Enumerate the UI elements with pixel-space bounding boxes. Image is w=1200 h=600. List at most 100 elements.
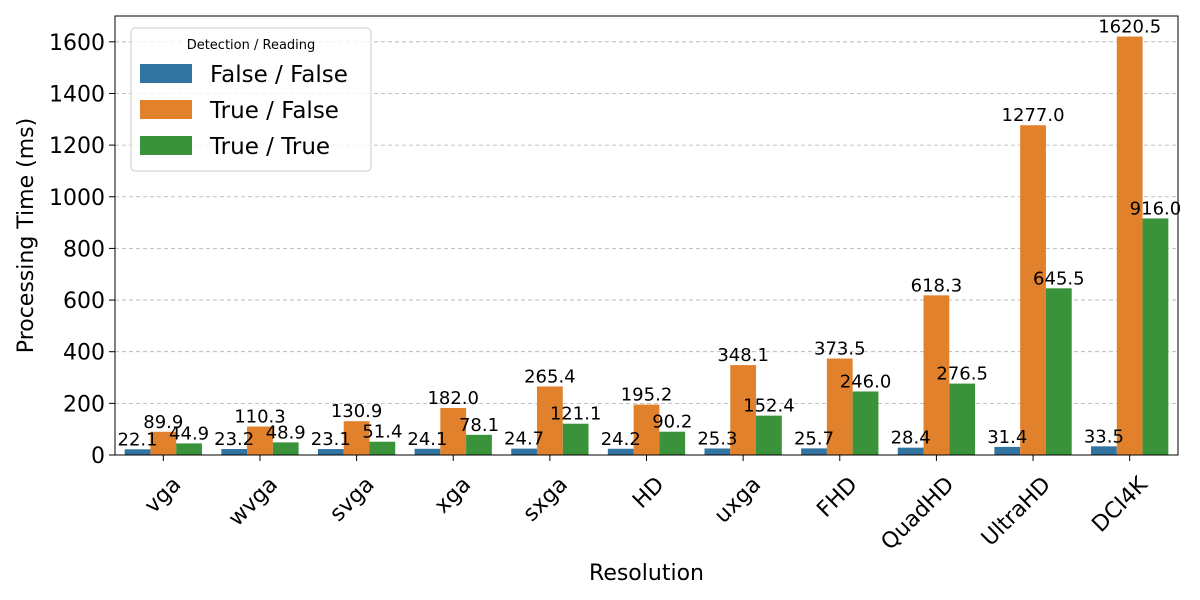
- bar-false-false-hd: [607, 448, 634, 455]
- legend-swatch: [140, 64, 192, 83]
- bar-true-false-dci4k: [1116, 36, 1143, 456]
- bar-true-false-vga: [150, 431, 177, 455]
- plot-frame: [114, 15, 1179, 456]
- data-label: 130.9: [331, 401, 383, 422]
- data-label: 51.4: [362, 422, 402, 443]
- legend-swatch: [140, 136, 192, 155]
- data-label: 28.4: [891, 428, 931, 449]
- x-tick-label: svga: [325, 472, 379, 526]
- x-tick-label: UltraHD: [977, 472, 1056, 551]
- bar-true-false-hd: [633, 404, 660, 455]
- x-axis-title: Resolution: [589, 561, 704, 586]
- bar-false-false-fhd: [801, 448, 827, 455]
- bar-true-true-xga: [466, 434, 492, 455]
- bar-false-false-ultrahd: [994, 446, 1021, 455]
- bar-true-false-sxga: [536, 386, 563, 455]
- x-tick-label: uxga: [710, 472, 766, 528]
- x-tick-label: FHD: [812, 472, 862, 522]
- data-label: 33.5: [1084, 426, 1124, 447]
- x-tick-label: DCI4K: [1087, 472, 1153, 538]
- legend-swatch: [140, 100, 192, 119]
- data-label: 276.5: [936, 364, 988, 385]
- data-label: 31.4: [987, 427, 1027, 448]
- bar-false-false-sxga: [511, 448, 537, 455]
- bar-true-false-xga: [440, 408, 467, 455]
- data-label: 916.0: [1130, 198, 1182, 219]
- y-tick-label: 1400: [49, 82, 105, 107]
- bar-false-false-uxga: [704, 448, 731, 455]
- bar-true-true-vga: [176, 443, 202, 455]
- data-label: 348.1: [717, 345, 769, 366]
- x-tick-label: vga: [140, 472, 186, 518]
- bar-true-false-svga: [343, 421, 370, 455]
- x-tick-label: sxga: [518, 472, 572, 526]
- data-label: 618.3: [911, 275, 963, 296]
- bar-false-false-wvga: [221, 449, 248, 455]
- data-label: 265.4: [524, 366, 576, 387]
- data-label: 1277.0: [1002, 105, 1065, 126]
- bar-false-false-svga: [317, 449, 344, 455]
- bars: [124, 36, 1169, 456]
- data-label: 23.2: [214, 429, 254, 450]
- x-tick-label: wvga: [224, 472, 283, 531]
- bar-false-false-dci4k: [1091, 446, 1117, 455]
- data-label: 1620.5: [1098, 17, 1161, 38]
- bar-true-false-quadhd: [923, 295, 950, 455]
- data-label: 24.2: [601, 429, 641, 450]
- y-tick-label: 400: [63, 341, 105, 366]
- bar-true-true-uxga: [756, 415, 782, 455]
- y-tick-label: 600: [63, 289, 105, 314]
- data-label: 23.1: [311, 429, 351, 450]
- bar-false-false-vga: [124, 449, 151, 455]
- data-label: 24.1: [407, 429, 447, 450]
- y-tick-label: 200: [63, 392, 105, 417]
- bar-true-true-quadhd: [949, 383, 976, 455]
- bar-true-true-fhd: [852, 391, 879, 455]
- bar-true-true-dci4k: [1142, 218, 1169, 455]
- y-axis: 0 200 400 600 800 1000 1200 1400 1600: [49, 31, 115, 469]
- bar-true-false-uxga: [730, 365, 757, 455]
- bar-true-true-hd: [659, 431, 686, 455]
- data-label: 645.5: [1033, 268, 1085, 289]
- data-label: 110.3: [234, 407, 286, 428]
- data-labels: 22.1 23.2 23.1 24.1 24.7 24.2 25.3 25.7 28.4 31.4…: [118, 17, 1182, 451]
- x-tick-label: xga: [430, 472, 476, 518]
- data-label: 44.9: [169, 423, 209, 444]
- data-label: 246.0: [840, 371, 892, 392]
- y-tick-label: 1600: [49, 31, 105, 56]
- data-label: 22.1: [118, 429, 158, 450]
- data-label: 152.4: [743, 396, 795, 417]
- bar-false-false-quadhd: [897, 447, 924, 455]
- legend-title: Detection / Reading: [187, 38, 316, 53]
- y-tick-label: 0: [91, 444, 105, 469]
- data-label: 195.2: [621, 385, 673, 406]
- data-label: 373.5: [814, 339, 866, 360]
- y-axis-title: Processing Time (ms): [14, 118, 39, 353]
- data-label: 121.1: [550, 404, 602, 425]
- legend-items: False / False True / False True / True: [140, 62, 348, 160]
- bar-true-true-ultrahd: [1045, 288, 1072, 455]
- bar-false-false-xga: [414, 448, 441, 455]
- data-label: 25.7: [794, 428, 834, 449]
- bar-true-true-wvga: [272, 442, 299, 455]
- data-label: 182.0: [427, 388, 479, 409]
- data-label: 90.2: [652, 412, 692, 433]
- legend-box: [130, 27, 372, 172]
- legend-label: True / True: [209, 134, 330, 160]
- y-tick-label: 1200: [49, 134, 105, 159]
- bar-true-false-ultrahd: [1020, 125, 1046, 456]
- data-label: 89.9: [143, 412, 183, 433]
- y-tick-label: 1000: [49, 186, 105, 211]
- bar-true-false-fhd: [826, 358, 853, 455]
- legend-label: True / False: [209, 98, 339, 124]
- data-label: 78.1: [459, 415, 499, 436]
- bar-true-true-sxga: [562, 423, 589, 455]
- bar-true-true-svga: [369, 441, 396, 455]
- data-label: 25.3: [697, 428, 737, 449]
- data-label: 24.7: [504, 429, 544, 450]
- x-axis: vga wvga svga xga sxga HD uxga FHD QuadHD UltraHD…: [140, 455, 1153, 555]
- x-tick-label: QuadHD: [877, 472, 960, 555]
- legend-label: False / False: [210, 62, 348, 88]
- bar-true-false-wvga: [247, 426, 273, 455]
